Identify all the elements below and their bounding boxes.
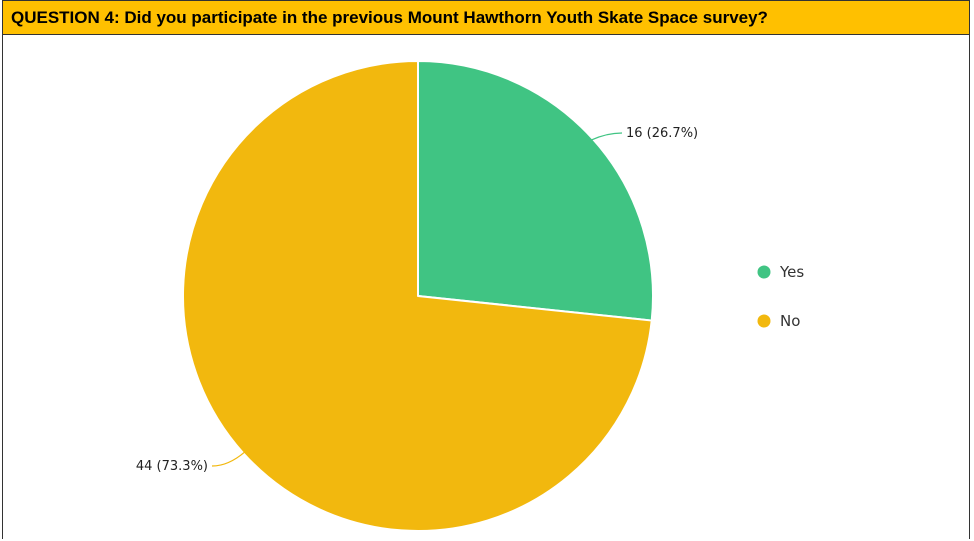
legend-marker-no (757, 314, 771, 328)
legend-label-yes[interactable]: Yes (779, 263, 804, 281)
data-label-yes: 16 (26.7%) (626, 126, 698, 141)
legend-label-no[interactable]: No (780, 312, 800, 330)
pie-slice-yes[interactable] (417, 60, 654, 322)
question-header: QUESTION 4: Did you participate in the p… (3, 1, 969, 35)
data-label-no: 44 (73.3%) (136, 459, 208, 474)
leader-line-yes (590, 132, 623, 141)
question-title: QUESTION 4: Did you participate in the p… (11, 7, 768, 27)
legend-marker-yes (757, 265, 771, 279)
leader-line-no (211, 451, 246, 467)
